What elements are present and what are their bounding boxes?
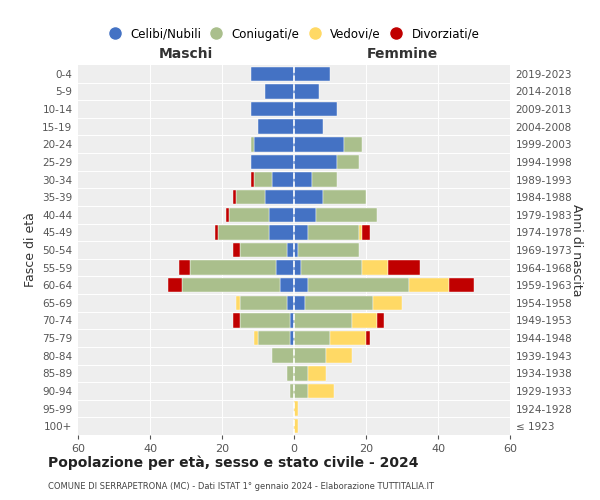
Bar [251,137,254,152]
Bar [233,190,236,204]
Bar [179,260,190,275]
Bar [362,260,388,275]
Bar [294,137,344,152]
Bar [251,102,294,117]
Bar [218,225,269,240]
Bar [352,314,377,328]
Bar [305,296,373,310]
Text: Maschi: Maschi [159,48,213,62]
Bar [251,172,254,186]
Text: Femmine: Femmine [367,48,437,62]
Bar [294,66,330,81]
Bar [287,366,294,380]
Bar [323,190,366,204]
Bar [312,172,337,186]
Bar [290,314,294,328]
Bar [236,296,240,310]
Bar [294,331,330,345]
Bar [280,278,294,292]
Bar [344,137,362,152]
Bar [254,172,272,186]
Bar [308,384,334,398]
Bar [276,260,294,275]
Bar [290,331,294,345]
Bar [294,314,352,328]
Bar [326,348,352,363]
Bar [287,243,294,257]
Bar [294,348,326,363]
Bar [287,296,294,310]
Text: COMUNE DI SERRAPETRONA (MC) - Dati ISTAT 1° gennaio 2024 - Elaborazione TUTTITAL: COMUNE DI SERRAPETRONA (MC) - Dati ISTAT… [48,482,434,491]
Bar [294,190,323,204]
Bar [251,66,294,81]
Bar [251,154,294,169]
Y-axis label: Anni di nascita: Anni di nascita [571,204,583,296]
Bar [233,314,240,328]
Bar [258,331,290,345]
Bar [330,331,366,345]
Bar [316,208,377,222]
Bar [294,84,319,98]
Bar [294,402,298,416]
Bar [377,314,384,328]
Bar [290,384,294,398]
Bar [294,225,308,240]
Bar [265,190,294,204]
Bar [301,260,362,275]
Bar [449,278,474,292]
Bar [229,208,269,222]
Bar [409,278,449,292]
Bar [272,348,294,363]
Bar [240,243,287,257]
Bar [308,278,409,292]
Bar [298,243,359,257]
Bar [373,296,402,310]
Bar [388,260,420,275]
Text: Popolazione per età, sesso e stato civile - 2024: Popolazione per età, sesso e stato civil… [48,456,419,470]
Bar [294,366,308,380]
Bar [294,278,308,292]
Bar [265,84,294,98]
Bar [294,243,298,257]
Bar [294,260,301,275]
Bar [337,154,359,169]
Bar [366,331,370,345]
Bar [294,154,337,169]
Bar [294,208,316,222]
Bar [294,296,305,310]
Bar [308,225,359,240]
Bar [308,366,326,380]
Bar [254,331,258,345]
Bar [226,208,229,222]
Bar [182,278,280,292]
Bar [294,419,298,434]
Bar [269,225,294,240]
Bar [272,172,294,186]
Legend: Celibi/Nubili, Coniugati/e, Vedovi/e, Divorziati/e: Celibi/Nubili, Coniugati/e, Vedovi/e, Di… [104,23,484,45]
Bar [190,260,276,275]
Bar [359,225,362,240]
Bar [294,102,337,117]
Bar [168,278,182,292]
Bar [294,384,308,398]
Bar [233,243,240,257]
Y-axis label: Fasce di età: Fasce di età [23,212,37,288]
Bar [294,120,323,134]
Bar [269,208,294,222]
Bar [215,225,218,240]
Bar [294,172,312,186]
Bar [254,137,294,152]
Bar [258,120,294,134]
Bar [236,190,265,204]
Bar [362,225,370,240]
Bar [240,314,290,328]
Bar [240,296,287,310]
